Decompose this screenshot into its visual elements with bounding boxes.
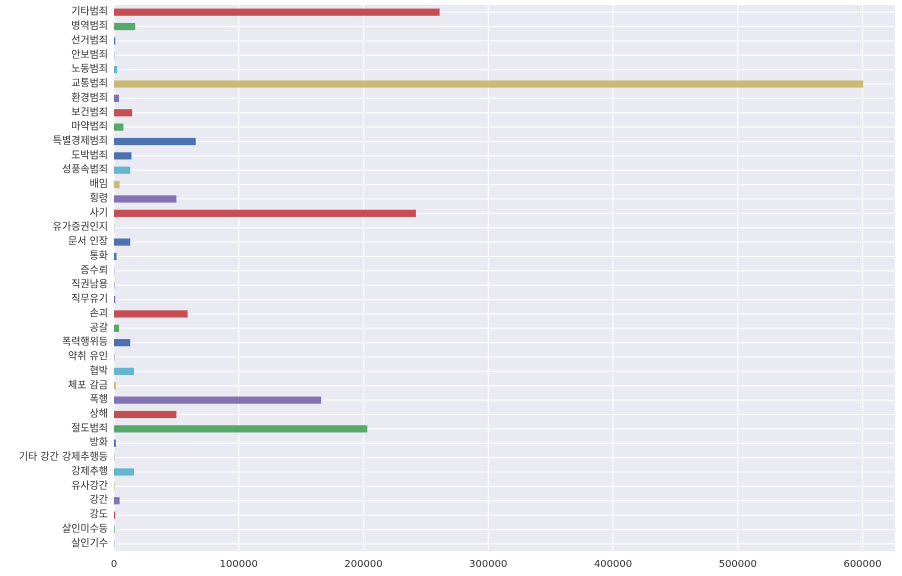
y-tick-label: 협박: [90, 364, 108, 377]
bar: [114, 468, 134, 476]
x-tick-label: 0: [111, 559, 117, 570]
bar: [114, 166, 131, 174]
y-tick-label: 절도범죄: [71, 421, 108, 434]
y-tick-label: 공갈: [90, 321, 108, 334]
bar: [114, 80, 864, 88]
bar: [114, 367, 134, 375]
bar: [114, 152, 132, 160]
bar: [114, 396, 322, 404]
bar: [114, 123, 124, 131]
y-tick-label: 성풍속범죄: [62, 164, 108, 176]
bar: [114, 382, 116, 390]
y-tick-label: 강간: [90, 494, 108, 506]
bar: [114, 94, 119, 102]
bars: [114, 8, 864, 548]
bar: [114, 339, 131, 347]
bar: [114, 310, 188, 318]
y-tick-label: 노동범죄: [71, 63, 108, 75]
y-tick-label: 살인미수등: [62, 523, 108, 535]
y-tick-label: 선거범죄: [71, 34, 108, 46]
y-tick-label: 안보범죄: [71, 49, 108, 61]
grid: [113, 5, 895, 551]
bar: [114, 497, 120, 505]
bar: [114, 295, 116, 304]
bar: [114, 439, 116, 447]
y-tick-label: 손괴: [90, 307, 108, 319]
y-tick-label: 병역범죄: [71, 20, 108, 32]
y-tick-label: 직권남용: [71, 279, 108, 291]
y-tick-label: 폭력행위등: [62, 335, 108, 348]
y-tick-label: 통화: [90, 250, 108, 262]
bar: [114, 22, 136, 31]
bar: [114, 252, 117, 261]
bar: [114, 482, 115, 490]
y-tick-label: 강제추행: [71, 465, 108, 477]
bar: [114, 209, 416, 217]
x-tick-label: 400000: [594, 559, 632, 570]
y-tick-label: 사기: [90, 207, 108, 219]
y-tick-label: 횡령: [90, 192, 108, 204]
x-tick-label: 200000: [344, 559, 382, 570]
y-tick-label: 직무유기: [71, 293, 108, 305]
x-tick-label: 100000: [220, 559, 258, 570]
y-tick-label: 약취 유인: [68, 351, 108, 363]
bar: [114, 195, 177, 203]
bar: [114, 238, 131, 246]
bar: [114, 511, 116, 519]
y-tick-label: 보건범죄: [71, 106, 108, 118]
y-tick-label: 살인기수: [71, 537, 108, 549]
x-tick-labels: 0 100000 200000 300000 400000 500000 600000: [111, 559, 882, 570]
y-tick-label: 증수뢰: [80, 264, 108, 276]
y-tick-label: 특별경제범죄: [53, 134, 108, 147]
bar: [114, 8, 440, 16]
y-tick-label: 유사강간: [71, 480, 108, 492]
x-tick-label: 600000: [843, 559, 881, 570]
y-tick-label: 환경범죄: [71, 91, 108, 104]
bar: [114, 137, 196, 146]
x-tick-label: 500000: [719, 559, 757, 570]
y-tick-label: 마약범죄: [71, 121, 108, 133]
y-tick-labels: 기타범죄병역범죄선거범죄안보범죄노동범죄교통범죄환경범죄보건범죄마약범죄특별경제…: [19, 6, 108, 550]
bar: [114, 66, 118, 74]
bar: [114, 109, 133, 117]
y-tick-label: 유가증권인지: [53, 221, 108, 233]
y-tick-label: 교통범죄: [71, 78, 108, 90]
bar: [114, 181, 120, 189]
plot-area: [114, 5, 895, 551]
y-tick-label: 배임: [90, 177, 108, 190]
y-tick-label: 문서 인장: [68, 236, 108, 248]
x-tick-label: 300000: [469, 559, 507, 570]
bar: [114, 37, 116, 45]
bar: [114, 410, 177, 419]
bar: [114, 425, 368, 433]
bar: [114, 324, 119, 332]
bar: [114, 525, 115, 534]
y-tick-label: 체포 감금: [68, 379, 108, 391]
y-tick-label: 기타 강간 강제추행등: [19, 451, 108, 463]
y-tick-label: 상해: [90, 407, 108, 420]
y-tick-label: 도박범죄: [71, 149, 108, 161]
y-tick-label: 방화: [90, 437, 108, 449]
y-tick-label: 강도: [90, 509, 108, 521]
y-tick-label: 폭행: [90, 394, 108, 406]
y-tick-label: 기타범죄: [71, 6, 108, 18]
